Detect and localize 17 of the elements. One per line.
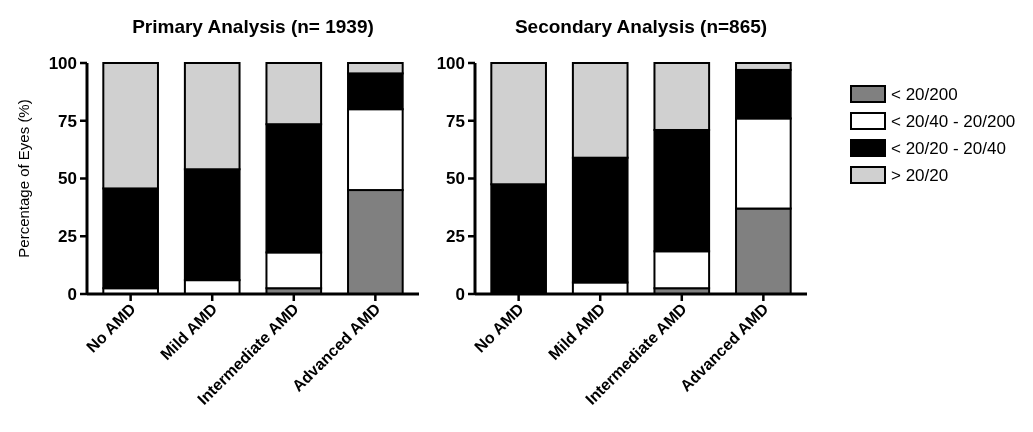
legend-label: > 20/20 bbox=[891, 165, 949, 185]
y-tick-label: 100 bbox=[436, 53, 465, 73]
y-tick-label: 75 bbox=[446, 111, 465, 131]
y-tick-label: 25 bbox=[446, 227, 465, 247]
y-tick-label: 0 bbox=[455, 284, 465, 304]
y-tick-label: 0 bbox=[67, 284, 77, 304]
y-tick-label: 75 bbox=[58, 111, 77, 131]
legend-label: < 20/20 - 20/40 bbox=[891, 138, 1006, 158]
chart-title: Secondary Analysis (n=865) bbox=[514, 16, 768, 37]
y-tick-label: 50 bbox=[58, 169, 77, 189]
legend-label: < 20/40 - 20/200 bbox=[891, 111, 1016, 131]
legend-label: < 20/200 bbox=[891, 84, 958, 104]
y-tick-label: 50 bbox=[446, 169, 465, 189]
y-axis-title: Percentage of Eyes (%) bbox=[15, 99, 32, 258]
y-tick-label: 25 bbox=[58, 227, 77, 247]
chart-title: Primary Analysis (n= 1939) bbox=[132, 16, 374, 37]
y-tick-label: 100 bbox=[48, 53, 77, 73]
